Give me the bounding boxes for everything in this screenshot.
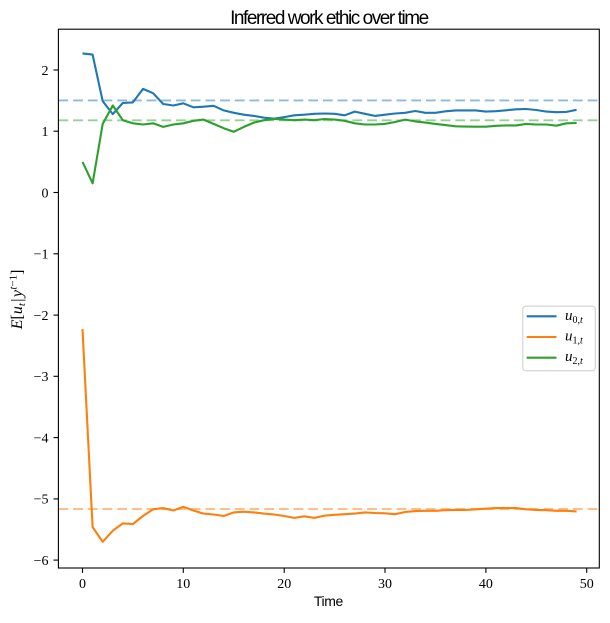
svg-text:30: 30 [378, 577, 392, 592]
svg-text:0: 0 [42, 186, 49, 201]
svg-text:Inferred work ethic over time: Inferred work ethic over time [230, 8, 429, 29]
svg-text:10: 10 [176, 577, 190, 592]
svg-text:0: 0 [79, 577, 86, 592]
svg-text:40: 40 [479, 577, 493, 592]
svg-text:u1,t: u1,t [565, 329, 583, 347]
svg-text:Time: Time [314, 593, 344, 609]
svg-text:−3: −3 [34, 370, 49, 385]
svg-text:−1: −1 [34, 248, 49, 263]
svg-text:−6: −6 [34, 554, 49, 569]
svg-text:u0,t: u0,t [565, 308, 583, 326]
svg-text:−4: −4 [34, 431, 49, 446]
svg-text:20: 20 [277, 577, 291, 592]
svg-text:u2,t: u2,t [565, 349, 583, 367]
svg-text:1: 1 [42, 125, 49, 140]
svg-text:50: 50 [580, 577, 594, 592]
svg-text:2: 2 [42, 64, 49, 79]
svg-text:E[ut|yt−1]: E[ut|yt−1] [7, 270, 28, 331]
svg-text:−2: −2 [34, 309, 49, 324]
svg-text:−5: −5 [34, 493, 49, 508]
